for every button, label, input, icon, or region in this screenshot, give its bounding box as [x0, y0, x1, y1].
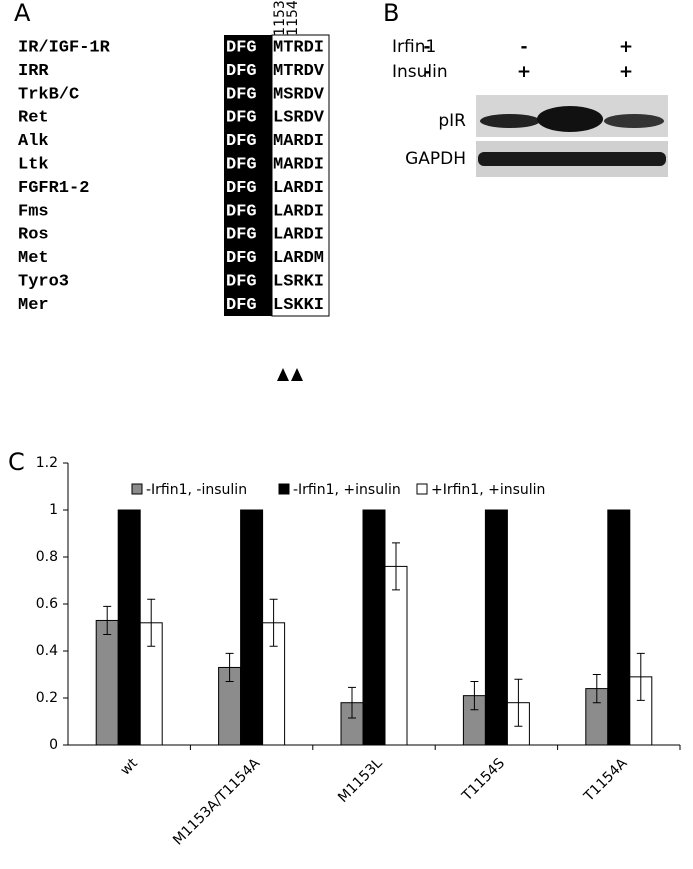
residues: MARDI: [273, 155, 324, 174]
legend-label: -Irfin1, +insulin: [293, 482, 401, 498]
error-bar: [269, 598, 278, 647]
residues: LSKKI: [273, 296, 324, 315]
residues: LARDI: [273, 226, 324, 245]
condition-label: Irfin1: [392, 37, 436, 57]
kinase-name: Ros: [18, 226, 49, 245]
kinase-name: TrkB/C: [18, 85, 79, 104]
residues: MSRDV: [273, 85, 325, 104]
motif: DFG: [226, 132, 257, 151]
arrowhead: [277, 368, 289, 381]
motif: DFG: [226, 202, 257, 221]
panel-label: A: [14, 0, 31, 27]
kinase-name: IRR: [18, 62, 49, 81]
x-tick-label: M1153A/T1154A: [170, 755, 263, 848]
bar: [607, 509, 631, 746]
band: [478, 152, 666, 166]
y-tick-label: 0.6: [36, 596, 58, 612]
band: [480, 114, 540, 128]
band: [604, 114, 664, 128]
residues: MARDI: [273, 132, 324, 151]
motif: DFG: [226, 62, 257, 81]
residues: LSRKI: [273, 272, 324, 291]
sign: -: [520, 37, 527, 57]
motif: DFG: [226, 38, 257, 57]
panel-label: B: [383, 0, 399, 27]
y-tick-label: 0.4: [36, 643, 58, 659]
residues: LARDI: [273, 202, 324, 221]
error-bar: [470, 681, 479, 711]
motif-box: [224, 35, 272, 316]
residues: MTRDV: [273, 62, 325, 81]
bar: [384, 565, 408, 746]
sign: +: [517, 62, 531, 82]
residues: LARDM: [273, 249, 324, 268]
kinase-name: Mer: [18, 296, 49, 315]
y-tick-label: 0.2: [36, 690, 58, 706]
residues: LSRDV: [273, 109, 325, 128]
error-bar: [103, 605, 112, 636]
error-bar: [514, 678, 523, 727]
kinase-name: Ret: [18, 109, 49, 128]
kinase-name: FGFR1-2: [18, 179, 89, 198]
sign: +: [619, 37, 633, 57]
arrowhead: [291, 368, 303, 381]
bar: [240, 509, 264, 746]
kinase-name: Fms: [18, 202, 49, 221]
y-tick-label: 1: [49, 502, 58, 518]
legend-swatch: [131, 483, 143, 495]
bar: [117, 509, 141, 746]
x-tick-label: M1153L: [335, 755, 386, 806]
residue-box: [271, 34, 330, 317]
legend-swatch: [416, 483, 428, 495]
position-label: 1153: [272, 0, 288, 36]
condition-label: Insulin: [392, 62, 448, 82]
motif: DFG: [226, 155, 257, 174]
kinase-name: Met: [18, 249, 49, 268]
x-tick-label: T1154S: [459, 755, 509, 805]
y-tick-label: 0: [49, 737, 58, 753]
motif: DFG: [226, 109, 257, 128]
panel-label: C: [8, 448, 25, 476]
legend-swatch: [278, 483, 290, 495]
motif: DFG: [226, 296, 257, 315]
error-bar: [348, 686, 356, 719]
position-label: 1154: [285, 0, 301, 36]
blot-label: GAPDH: [405, 149, 466, 169]
motif: DFG: [226, 85, 257, 104]
sign: -: [423, 37, 430, 57]
error-bar: [392, 542, 400, 591]
kinase-name: IR/IGF-1R: [18, 38, 111, 57]
x-tick-label: wt: [118, 755, 142, 779]
kinase-name: Alk: [18, 132, 49, 151]
motif: DFG: [226, 249, 257, 268]
bar: [362, 509, 386, 746]
kinase-name: Tyro3: [18, 272, 69, 291]
error-bar: [636, 652, 645, 701]
bar: [484, 509, 508, 746]
y-tick-label: 1.2: [36, 455, 58, 471]
error-bar: [225, 652, 234, 683]
error-bar: [592, 674, 601, 704]
motif: DFG: [226, 179, 257, 198]
sign: +: [619, 62, 633, 82]
band: [537, 106, 603, 132]
error-bar: [147, 598, 156, 647]
kinase-name: Ltk: [18, 155, 49, 174]
blot-label: pIR: [438, 111, 466, 131]
legend-label: -Irfin1, -insulin: [146, 482, 247, 498]
bar: [95, 619, 119, 746]
y-tick-label: 0.8: [36, 549, 58, 565]
residues: MTRDI: [273, 38, 324, 57]
sign: -: [423, 62, 430, 82]
legend-label: +Irfin1, +insulin: [431, 482, 545, 498]
residues: LARDI: [273, 179, 324, 198]
motif: DFG: [226, 272, 257, 291]
x-tick-label: T1154A: [580, 755, 630, 805]
motif: DFG: [226, 226, 257, 245]
